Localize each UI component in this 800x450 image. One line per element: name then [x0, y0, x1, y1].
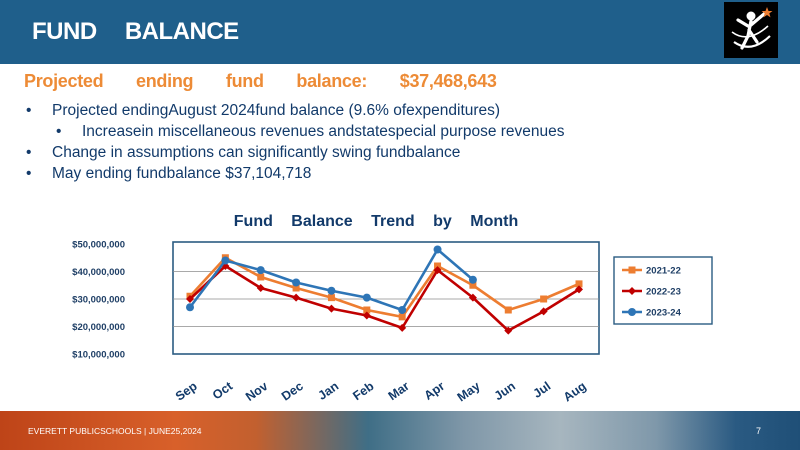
x-tick-label: Dec [279, 379, 306, 404]
x-tick-label: Jan [315, 379, 341, 403]
x-tick-label: Apr [422, 379, 448, 403]
x-tick-label: Jul [531, 379, 554, 401]
bullet-dot-icon: • [26, 165, 32, 182]
data-point-2023-24 [292, 278, 301, 287]
footer-text: EVERETT PUBLICSCHOOLS | JUNE25,2024 [28, 426, 202, 436]
data-point-2023-24 [398, 306, 407, 314]
x-tick-label: Nov [243, 379, 270, 404]
data-point-2023-24 [327, 286, 336, 295]
fund-balance-chart: $10,000,000 $20,000,000 $30,000,000 $40,000… [72, 240, 713, 404]
bullet-dot-icon: • [26, 102, 32, 119]
data-point-2022-23 [504, 326, 513, 335]
bullet-dot-icon: • [56, 123, 62, 140]
data-point-2022-23 [468, 293, 477, 302]
data-point-2021-22 [540, 295, 548, 303]
data-point-2023-24 [433, 245, 442, 254]
y-tick-label: $30,000,000 [72, 295, 125, 306]
x-tick-label: Sep [173, 379, 200, 404]
sub-bullet-item: • Increasein miscellaneous revenues andst… [26, 121, 786, 142]
legend-marker-2021-22 [628, 266, 636, 274]
data-point-2021-22 [434, 262, 442, 270]
data-point-2022-23 [362, 311, 371, 320]
chart-title: Fund Balance Trend by Month [233, 213, 519, 230]
district-logo [724, 2, 778, 58]
series-line-2021-22 [189, 256, 580, 319]
plot-frame [172, 241, 600, 355]
bullet-list: • Projected endingAugust 2024fund balance… [26, 100, 786, 184]
data-point-2022-23 [256, 284, 265, 292]
series-line-2022-23 [189, 264, 580, 332]
data-point-2023-24 [362, 293, 371, 302]
bullet-item: • Change in assumptions can significantly… [26, 142, 786, 163]
x-tick-label: Jun [492, 379, 518, 403]
data-point-2023-24 [186, 303, 194, 312]
data-point-2022-23 [433, 266, 442, 275]
legend-label: 2021-22 [646, 266, 681, 277]
legend-marker-2023-24 [628, 308, 636, 316]
data-point-2021-22 [257, 273, 265, 281]
data-point-2021-22 [504, 306, 512, 314]
y-tick-label: $20,000,000 [72, 322, 125, 333]
title-bar: FUND BALANCE [0, 0, 800, 64]
data-point-2021-22 [292, 284, 300, 292]
x-tick-label: Mar [386, 379, 412, 403]
data-point-2023-24 [468, 275, 477, 284]
x-tick-label: Oct [210, 379, 236, 403]
bullet-text: May ending fundbalance $37,104,718 [52, 165, 312, 182]
slide-title: FUND BALANCE [32, 18, 239, 45]
logo-figure-icon [731, 7, 773, 50]
x-tick-label: Aug [561, 379, 589, 404]
y-tick-label: $50,000,000 [72, 240, 125, 251]
data-point-2022-23 [327, 304, 336, 313]
bullet-text: Projected endingAugust 2024fund balance … [52, 102, 501, 119]
bullet-dot-icon: • [26, 144, 32, 161]
data-point-2022-23 [292, 293, 301, 302]
bullet-text: Change in assumptions can significantly … [52, 144, 461, 161]
y-tick-label: $40,000,000 [72, 267, 125, 278]
data-point-2022-23 [575, 285, 583, 294]
x-tick-label: Feb [350, 379, 377, 403]
projected-balance-heading: Projected ending fund balance: $37,468,6… [24, 71, 497, 91]
bullet-item: • Projected endingAugust 2024fund balance… [26, 100, 786, 121]
data-point-2022-23 [398, 323, 407, 332]
data-point-2021-22 [575, 280, 583, 288]
page-number: 7 [756, 426, 762, 436]
data-point-2021-22 [363, 306, 371, 314]
data-point-2021-22 [398, 313, 406, 321]
data-point-2022-23 [186, 295, 194, 303]
data-point-2021-22 [327, 294, 335, 302]
legend-label: 2022-23 [646, 287, 681, 298]
bullet-text: Increasein miscellaneous revenues andsta… [82, 123, 565, 140]
data-point-2023-24 [256, 266, 265, 275]
y-tick-label: $10,000,000 [72, 350, 125, 361]
data-point-2023-24 [221, 256, 230, 265]
legend-label: 2023-24 [646, 308, 682, 319]
bullet-item: • May ending fundbalance $37,104,718 [26, 163, 786, 184]
legend-marker-2022-23 [628, 287, 636, 295]
footer-bar: EVERETT PUBLICSCHOOLS | JUNE25,2024 7 [0, 411, 800, 450]
x-tick-label: May [455, 379, 483, 404]
data-point-2022-23 [539, 307, 548, 316]
data-point-2021-22 [469, 281, 477, 289]
